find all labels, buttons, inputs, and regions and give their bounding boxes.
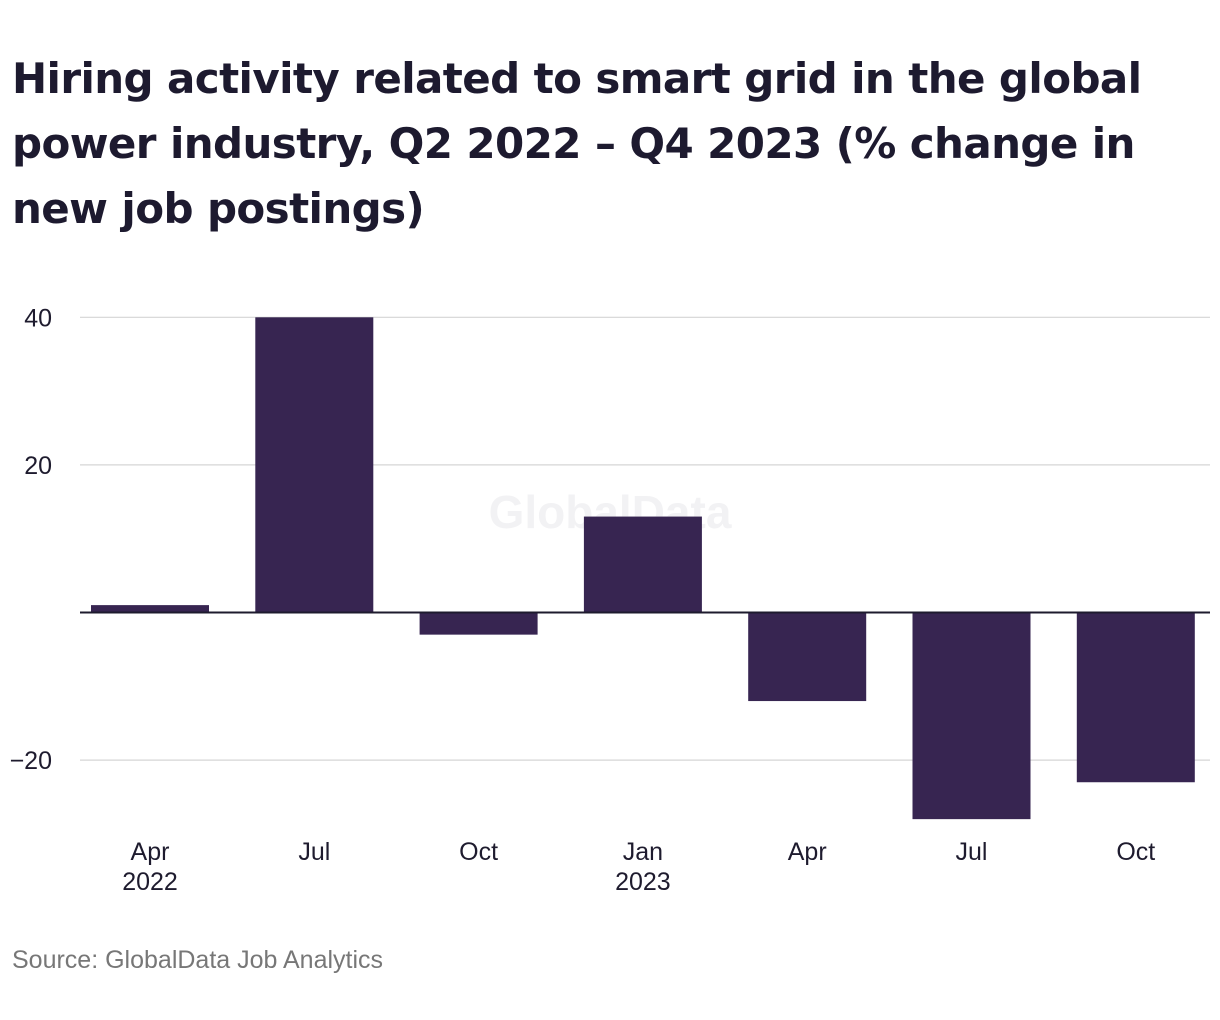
- y-axis-ticks: 40 20 −20: [10, 304, 52, 775]
- bar: [419, 612, 538, 635]
- bar: [912, 612, 1031, 820]
- x-tick-label: 2022: [122, 868, 178, 896]
- source-note: Source: GlobalData Job Analytics: [12, 946, 384, 974]
- y-tick-label: −20: [10, 747, 52, 775]
- x-tick-label: Jan: [623, 838, 663, 866]
- x-tick-label: Apr: [788, 838, 827, 866]
- x-tick-label: Apr: [131, 838, 170, 866]
- bar: [1076, 612, 1195, 783]
- bar: [255, 317, 374, 613]
- y-tick-label: 40: [24, 304, 52, 332]
- bar: [748, 612, 867, 702]
- x-tick-label: Jul: [298, 838, 330, 866]
- x-tick-label: Oct: [1116, 838, 1155, 866]
- bar: [583, 516, 702, 613]
- x-tick-label: Jul: [956, 838, 988, 866]
- x-tick-label: Oct: [459, 838, 498, 866]
- y-tick-label: 20: [24, 452, 52, 480]
- x-tick-label: 2023: [615, 868, 671, 896]
- bars: [91, 317, 1195, 820]
- chart-title: Hiring activity related to smart grid in…: [12, 54, 1142, 233]
- bar: [91, 605, 209, 613]
